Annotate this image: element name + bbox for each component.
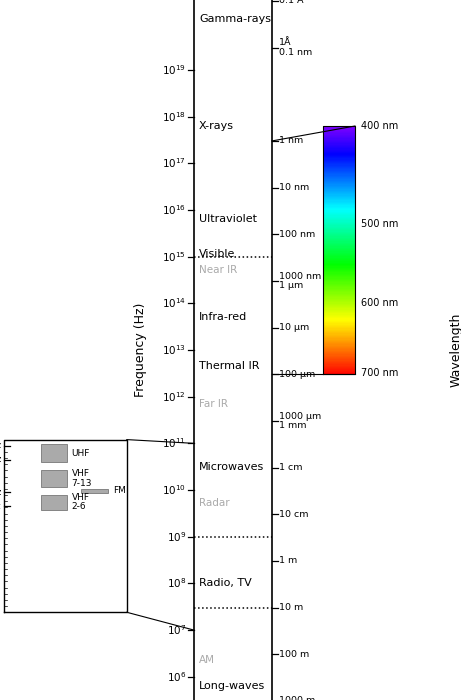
Text: 100 MHz: 100 MHz — [0, 488, 1, 497]
Text: 0.1 Å: 0.1 Å — [279, 0, 304, 6]
Text: 1 cm: 1 cm — [279, 463, 303, 472]
Text: 100 nm: 100 nm — [279, 230, 316, 239]
Text: $10^{7}$: $10^{7}$ — [167, 623, 186, 637]
Text: Infra-red: Infra-red — [199, 312, 248, 322]
Text: $10^{6}$: $10^{6}$ — [167, 670, 186, 684]
Text: 700 nm: 700 nm — [361, 368, 398, 378]
Text: $10^{14}$: $10^{14}$ — [162, 296, 186, 310]
Text: $10^{16}$: $10^{16}$ — [162, 203, 186, 217]
Text: 400 nm: 400 nm — [361, 121, 398, 131]
Text: 600 nm: 600 nm — [361, 298, 398, 308]
Text: Gamma-rays: Gamma-rays — [199, 14, 271, 24]
Text: 1Å
0.1 nm: 1Å 0.1 nm — [279, 38, 313, 57]
Text: 10 μm: 10 μm — [279, 323, 310, 332]
Text: 1000 μm
1 mm: 1000 μm 1 mm — [279, 412, 322, 430]
Text: $10^{8}$: $10^{8}$ — [167, 576, 186, 590]
Text: VHF
2-6: VHF 2-6 — [71, 493, 89, 512]
Text: 1000 nm
1 μm: 1000 nm 1 μm — [279, 272, 322, 290]
Text: $10^{10}$: $10^{10}$ — [162, 483, 186, 497]
Bar — [41, 470, 67, 486]
Text: 1000 m: 1000 m — [279, 696, 316, 700]
Text: $10^{19}$: $10^{19}$ — [162, 63, 186, 77]
Text: $10^{15}$: $10^{15}$ — [162, 250, 186, 264]
Text: Microwaves: Microwaves — [199, 462, 265, 472]
Text: Wavelength: Wavelength — [450, 313, 461, 387]
Text: 1 m: 1 m — [279, 556, 298, 566]
Text: 10 cm: 10 cm — [279, 510, 309, 519]
Bar — [41, 495, 67, 510]
Text: 1000 MHz: 1000 MHz — [0, 441, 1, 450]
Text: UHF: UHF — [71, 449, 90, 458]
Text: $10^{11}$: $10^{11}$ — [162, 436, 186, 450]
Text: 500 MHz: 500 MHz — [0, 455, 1, 464]
Text: Radio, TV: Radio, TV — [199, 578, 252, 588]
Text: Near IR: Near IR — [199, 265, 237, 274]
Text: 10 m: 10 m — [279, 603, 304, 612]
Text: $10^{18}$: $10^{18}$ — [162, 110, 186, 124]
Text: 500 nm: 500 nm — [361, 219, 398, 229]
Text: Far IR: Far IR — [199, 399, 228, 409]
Text: Frequency (Hz): Frequency (Hz) — [134, 303, 147, 397]
Bar — [41, 444, 67, 462]
Text: Ultraviolet: Ultraviolet — [199, 214, 257, 224]
Text: $10^{12}$: $10^{12}$ — [162, 390, 186, 404]
Text: $10^{17}$: $10^{17}$ — [162, 156, 186, 170]
Text: 1 nm: 1 nm — [279, 136, 304, 146]
Text: Long-waves: Long-waves — [199, 681, 266, 691]
Text: Radar: Radar — [199, 498, 230, 508]
Text: 100 μm: 100 μm — [279, 370, 316, 379]
Text: 10 nm: 10 nm — [279, 183, 310, 192]
Text: VHF
7-13: VHF 7-13 — [71, 469, 92, 488]
Text: $10^{13}$: $10^{13}$ — [162, 343, 186, 357]
Text: FM: FM — [113, 486, 126, 496]
Text: X-rays: X-rays — [199, 121, 234, 131]
Text: $10^{9}$: $10^{9}$ — [167, 530, 186, 544]
Text: Thermal IR: Thermal IR — [199, 361, 260, 371]
Text: 50 MHz: 50 MHz — [0, 502, 1, 511]
Text: Visible: Visible — [199, 249, 236, 259]
Text: 100 m: 100 m — [279, 650, 310, 659]
Bar — [81, 489, 108, 493]
Text: AM: AM — [199, 655, 215, 665]
